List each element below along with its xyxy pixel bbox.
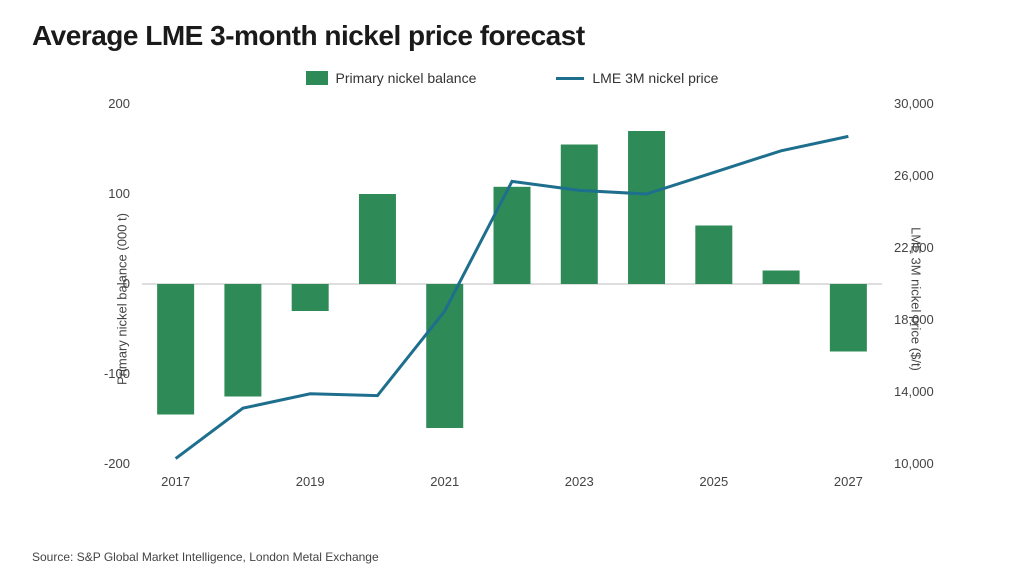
price-line [176, 136, 849, 458]
y2-tick-label: 10,000 [894, 456, 934, 471]
y1-tick-label: 200 [108, 96, 130, 111]
bar [224, 284, 261, 397]
legend-line-label: LME 3M nickel price [592, 70, 718, 86]
page: Average LME 3-month nickel price forecas… [0, 0, 1024, 576]
chart-area: Primary nickel balance (000 t) LME 3M ni… [32, 94, 992, 504]
bar [292, 284, 329, 311]
bar [561, 145, 598, 285]
y2-tick-label: 26,000 [894, 168, 934, 183]
chart-title: Average LME 3-month nickel price forecas… [32, 20, 992, 52]
legend-bar-label: Primary nickel balance [336, 70, 477, 86]
x-tick-label: 2017 [161, 474, 190, 489]
bar [830, 284, 867, 352]
bar [494, 187, 531, 284]
legend: Primary nickel balance LME 3M nickel pri… [32, 70, 992, 86]
bar [763, 271, 800, 285]
legend-item-line: LME 3M nickel price [556, 70, 718, 86]
chart-svg: -200-100010020010,00014,00018,00022,0002… [32, 94, 992, 504]
y2-axis-label: LME 3M nickel price ($/t) [909, 227, 924, 371]
x-tick-label: 2021 [430, 474, 459, 489]
x-tick-label: 2027 [834, 474, 863, 489]
y2-tick-label: 14,000 [894, 384, 934, 399]
bar [359, 194, 396, 284]
y1-axis-label: Primary nickel balance (000 t) [114, 213, 129, 385]
legend-swatch-line-icon [556, 77, 584, 80]
y1-tick-label: -200 [104, 456, 130, 471]
legend-item-bar: Primary nickel balance [306, 70, 477, 86]
bar [628, 131, 665, 284]
bar [695, 226, 732, 285]
legend-swatch-bar-icon [306, 71, 328, 85]
x-tick-label: 2025 [699, 474, 728, 489]
x-tick-label: 2023 [565, 474, 594, 489]
y2-tick-label: 30,000 [894, 96, 934, 111]
x-tick-label: 2019 [296, 474, 325, 489]
bar [426, 284, 463, 428]
y1-tick-label: 100 [108, 186, 130, 201]
source-text: Source: S&P Global Market Intelligence, … [32, 550, 379, 564]
bar [157, 284, 194, 415]
